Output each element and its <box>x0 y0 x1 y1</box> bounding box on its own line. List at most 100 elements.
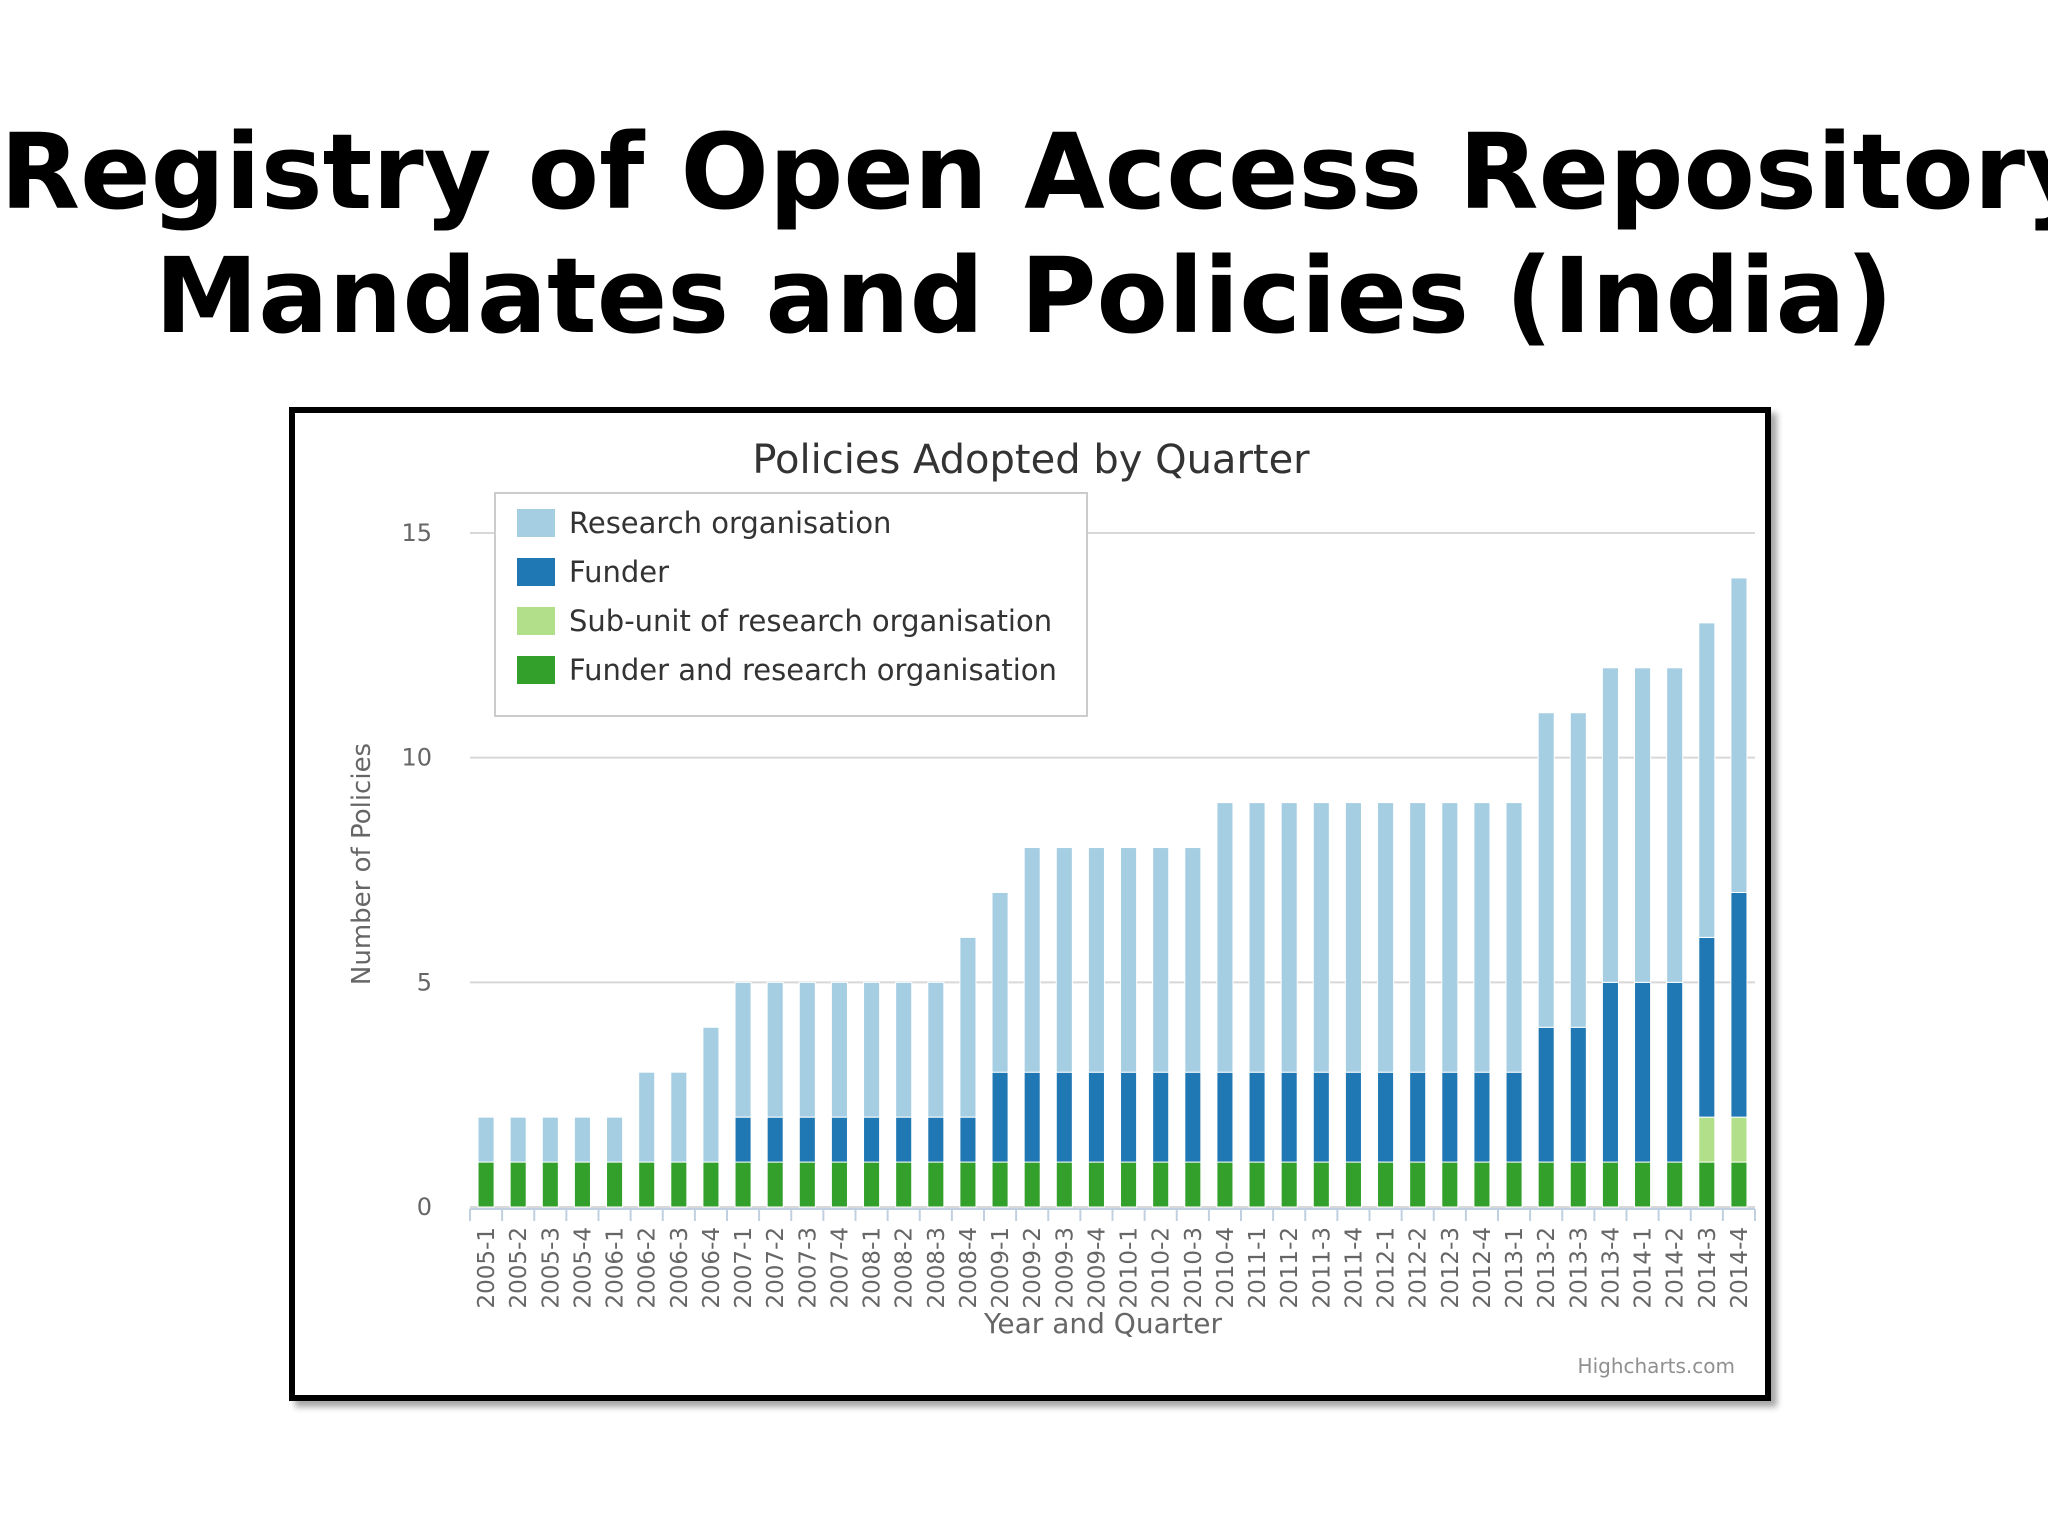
bar-2006-4-research-organisation <box>702 1026 720 1163</box>
bar-2013-1-funder-and-research-organisation <box>1505 1161 1523 1208</box>
x-tick-label: 2013-2 <box>1534 1227 1560 1308</box>
x-tick-label: 2006-3 <box>667 1227 693 1308</box>
slide-title: Registry of Open Access Repository Manda… <box>0 110 2048 358</box>
bar-2011-4-funder <box>1344 1071 1362 1163</box>
bar-2012-4-funder <box>1473 1071 1491 1163</box>
bar-2007-1-research-organisation <box>734 981 752 1118</box>
bar-2014-4-funder-and-research-organisation <box>1730 1161 1748 1208</box>
y-tick-label: 5 <box>417 968 432 996</box>
legend-swatch <box>517 558 555 586</box>
bar-2014-2-research-organisation <box>1666 667 1684 983</box>
bar-2005-3-research-organisation <box>541 1116 559 1163</box>
x-tick-label: 2008-3 <box>924 1227 950 1308</box>
x-tick-label: 2010-3 <box>1181 1227 1207 1308</box>
bar-2009-2-funder <box>1023 1071 1041 1163</box>
bar-2013-4-funder-and-research-organisation <box>1601 1161 1619 1208</box>
bar-2010-1-funder-and-research-organisation <box>1120 1161 1138 1208</box>
bar-2011-1-funder <box>1248 1071 1266 1163</box>
legend-item-label: Funder and research organisation <box>569 653 1057 687</box>
x-tick-label: 2007-1 <box>731 1227 757 1308</box>
bar-2008-4-research-organisation <box>959 936 977 1118</box>
bar-2007-2-funder-and-research-organisation <box>766 1161 784 1208</box>
bar-2008-3-funder-and-research-organisation <box>927 1161 945 1208</box>
bar-2014-1-funder <box>1634 981 1652 1163</box>
bar-2005-2-funder-and-research-organisation <box>509 1161 527 1208</box>
bar-2009-1-funder <box>991 1071 1009 1163</box>
bar-2013-4-research-organisation <box>1601 667 1619 983</box>
bar-2013-3-funder-and-research-organisation <box>1569 1161 1587 1208</box>
x-tick-label: 2006-2 <box>635 1227 661 1308</box>
bar-2008-3-research-organisation <box>927 981 945 1118</box>
bar-2010-2-research-organisation <box>1152 847 1170 1073</box>
bar-2008-4-funder-and-research-organisation <box>959 1161 977 1208</box>
bar-2010-2-funder <box>1152 1071 1170 1163</box>
bar-2012-4-research-organisation <box>1473 802 1491 1073</box>
bar-2012-4-funder-and-research-organisation <box>1473 1161 1491 1208</box>
x-tick-label: 2012-4 <box>1470 1227 1496 1308</box>
bar-2011-2-funder <box>1280 1071 1298 1163</box>
x-tick-label: 2009-4 <box>1084 1227 1110 1308</box>
x-tick-label: 2012-1 <box>1374 1227 1400 1308</box>
bar-2013-2-research-organisation <box>1537 712 1555 1028</box>
bar-2014-3-sub-unit-of-research-organisation <box>1698 1116 1716 1163</box>
x-tick-label: 2011-1 <box>1245 1227 1271 1308</box>
x-tick-label: 2009-3 <box>1052 1227 1078 1308</box>
y-tick-label: 15 <box>401 519 432 547</box>
bar-2006-4-funder-and-research-organisation <box>702 1161 720 1208</box>
x-tick-label: 2009-2 <box>1020 1227 1046 1308</box>
bar-2011-2-research-organisation <box>1280 802 1298 1073</box>
bar-2007-3-research-organisation <box>798 981 816 1118</box>
bar-2012-1-funder-and-research-organisation <box>1377 1161 1395 1208</box>
bar-2006-2-research-organisation <box>638 1071 656 1163</box>
legend[interactable]: Research organisation Funder Sub-unit of r… <box>494 492 1088 717</box>
bar-2011-1-research-organisation <box>1248 802 1266 1073</box>
y-axis-label: Number of Policies <box>347 743 377 985</box>
x-tick-label: 2005-4 <box>570 1227 596 1308</box>
bar-2012-1-funder <box>1377 1071 1395 1163</box>
x-tick-label: 2012-2 <box>1406 1227 1432 1308</box>
bar-2014-1-funder-and-research-organisation <box>1634 1161 1652 1208</box>
bar-2012-3-research-organisation <box>1441 802 1459 1073</box>
bar-2005-4-funder-and-research-organisation <box>573 1161 591 1208</box>
bar-2012-2-funder-and-research-organisation <box>1409 1161 1427 1208</box>
bar-2009-3-funder <box>1055 1071 1073 1163</box>
bar-2014-4-sub-unit-of-research-organisation <box>1730 1116 1748 1163</box>
x-tick-label: 2014-4 <box>1727 1227 1753 1308</box>
x-tick-label: 2007-3 <box>795 1227 821 1308</box>
x-tick-label: 2011-4 <box>1341 1227 1367 1308</box>
bar-2008-3-funder <box>927 1116 945 1163</box>
bar-2009-4-funder-and-research-organisation <box>1087 1161 1105 1208</box>
x-tick-label: 2007-4 <box>827 1227 853 1308</box>
bar-2009-4-research-organisation <box>1087 847 1105 1073</box>
slide-title-line-2: Mandates and Policies (India) <box>154 235 1894 357</box>
bar-2013-3-funder <box>1569 1026 1587 1163</box>
x-tick-label: 2010-4 <box>1213 1227 1239 1308</box>
bar-2007-4-research-organisation <box>830 981 848 1118</box>
bar-2007-2-funder <box>766 1116 784 1163</box>
bar-2011-3-funder-and-research-organisation <box>1312 1161 1330 1208</box>
bar-2013-2-funder-and-research-organisation <box>1537 1161 1555 1208</box>
bar-2010-3-funder <box>1184 1071 1202 1163</box>
bar-2010-4-research-organisation <box>1216 802 1234 1073</box>
bar-2010-3-funder-and-research-organisation <box>1184 1161 1202 1208</box>
bar-2005-1-research-organisation <box>477 1116 495 1163</box>
x-tick-label: 2014-2 <box>1663 1227 1689 1308</box>
bar-2007-4-funder <box>830 1116 848 1163</box>
x-tick-label: 2008-2 <box>892 1227 918 1308</box>
legend-item-label: Funder <box>569 555 669 589</box>
legend-box <box>494 492 1088 717</box>
chart-frame: 0 5 10 15 2005-1 2005-2 2005-3 2005-4 2006-1 2006… <box>289 407 1771 1401</box>
bar-2008-1-research-organisation <box>863 981 881 1118</box>
x-tick-label: 2006-4 <box>699 1227 725 1308</box>
bar-2011-3-research-organisation <box>1312 802 1330 1073</box>
x-tick-label: 2013-1 <box>1502 1227 1528 1308</box>
x-tick-label: 2014-1 <box>1631 1227 1657 1308</box>
bar-2014-2-funder-and-research-organisation <box>1666 1161 1684 1208</box>
x-tick-label: 2010-2 <box>1149 1227 1175 1308</box>
bar-2007-1-funder-and-research-organisation <box>734 1161 752 1208</box>
bar-2014-3-funder-and-research-organisation <box>1698 1161 1716 1208</box>
bar-2009-1-research-organisation <box>991 891 1009 1073</box>
x-tick-label: 2009-1 <box>988 1227 1014 1308</box>
